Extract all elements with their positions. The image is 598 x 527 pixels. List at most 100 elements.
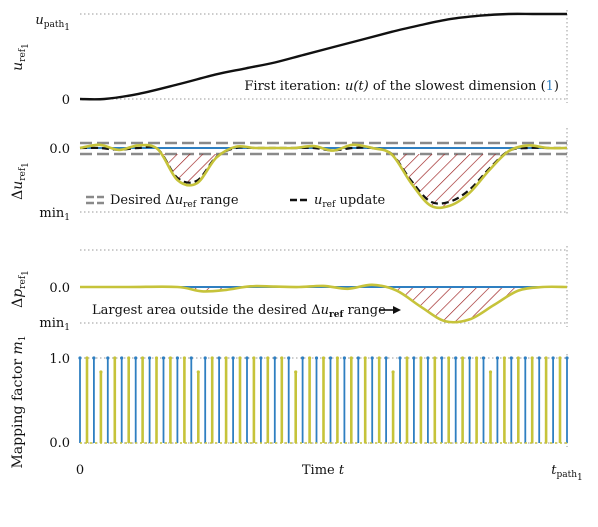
panel-4-ytick-top: 1.0	[49, 352, 70, 367]
panel-4-stem-marker	[217, 356, 221, 360]
panel-4-stem-marker	[405, 356, 409, 360]
panel-2-hatched-area-2	[391, 151, 509, 208]
panel-4-stem-marker	[530, 356, 534, 360]
panel-4-stem-marker	[168, 356, 172, 360]
panel-3-ytick-bottom: min1	[39, 316, 70, 333]
panel-4-ylabel: Mapping factor m1	[10, 335, 28, 468]
panel-4-stem-marker	[335, 356, 339, 360]
x-tick-zero: 0	[76, 463, 84, 478]
panel-4-stem-marker	[468, 356, 472, 360]
panel-4-stem-marker	[537, 356, 541, 360]
panel-4-stem-marker	[113, 356, 117, 360]
panel-4-stem-marker	[161, 356, 166, 360]
panel-4-stem-marker	[433, 356, 437, 360]
panel-4-stem-marker	[134, 356, 138, 360]
panel-3-ytick-top: 0.0	[49, 281, 70, 296]
panel-4-stem-marker	[495, 356, 499, 360]
panel-4-stem-marker	[203, 356, 207, 360]
panel-4-stem-marker	[224, 356, 228, 360]
panel-2-ylabel: Δuref1	[10, 162, 31, 200]
panel-4-stem-marker	[266, 356, 270, 360]
panel-1-annotation: First iteration: u(t) of the slowest dim…	[244, 79, 559, 94]
legend-uref-update-label: uref update	[314, 193, 385, 210]
legend-desired-range-label: Desired Δuref range	[110, 193, 239, 210]
panel-4-stem-marker	[461, 356, 465, 360]
panel-4-stem-marker	[363, 356, 367, 360]
panel-4-stem-marker	[426, 356, 430, 360]
panel-4-stem-marker	[509, 356, 513, 360]
panel-4-stem-marker	[384, 356, 388, 360]
panel-1-ytick-bottom: 0	[62, 93, 70, 108]
panel-4-stem-marker	[92, 356, 96, 360]
panel-4-stem-marker	[294, 370, 298, 374]
panel-4-stem-marker	[182, 356, 186, 360]
panel-3: 0.0 min1 Δpref1 Largest area outside the…	[10, 246, 568, 333]
panel-2-ytick-top: 0.0	[49, 142, 70, 157]
panel-4-stem-marker	[447, 356, 451, 360]
panel-4-stem-marker	[273, 356, 277, 360]
panel-3-hatched-area-2	[396, 287, 519, 323]
panel-4-stem-marker	[127, 356, 131, 360]
panel-4-stem-marker	[377, 356, 381, 360]
panel-4-stem-marker	[238, 356, 242, 360]
panel-4-stem-marker	[280, 356, 284, 360]
panel-3-annotation-arrow	[380, 306, 401, 314]
legend-desired-range-swatch	[86, 195, 104, 205]
panel-4-stem-marker	[245, 356, 249, 360]
panel-4-stem-marker	[544, 356, 548, 360]
panel-1: upath1 0 uref1 First iteration: u(t) of …	[10, 10, 568, 108]
panel-4-stem-marker	[551, 356, 555, 360]
panel-4-stem-marker	[141, 356, 145, 360]
panel-4-stem-marker	[481, 356, 486, 360]
panel-4-stem-marker	[558, 356, 562, 360]
panel-4-stem-marker	[85, 356, 89, 360]
panel-1-ytick-top: upath1	[35, 13, 70, 33]
panel-4-stem-marker	[301, 356, 305, 360]
panel-4-stem-marker	[120, 356, 124, 360]
panel-2-legend: Desired Δuref range uref update	[86, 193, 385, 210]
x-tick-tpath: tpath1	[551, 463, 583, 483]
panel-4-ytick-bottom: 0.0	[49, 436, 70, 451]
panel-4-stem-marker	[419, 356, 423, 360]
panel-4-stem-marker	[342, 356, 346, 360]
panel-4-stem-marker	[308, 356, 312, 360]
panel-4-stem-marker	[502, 356, 506, 360]
x-axis-label: Time t	[302, 463, 345, 478]
panel-4-stem-marker	[349, 356, 353, 360]
panel-4-stem-marker	[99, 370, 103, 374]
panel-4-stem-marker	[175, 356, 179, 360]
panel-4-stem-marker	[328, 356, 333, 360]
panel-4-stem-marker	[78, 356, 82, 360]
panel-3-ylabel: Δpref1	[10, 270, 31, 308]
panel-4-stem-marker	[440, 356, 444, 360]
panel-4-stem-marker	[516, 356, 520, 360]
panel-1-ylabel: uref1	[10, 43, 31, 71]
panel-4-stem-marker	[321, 356, 326, 360]
panel-4-stem-marker	[565, 356, 569, 360]
panel-4-stem-marker	[314, 356, 319, 360]
panel-4-stem-marker	[231, 356, 235, 360]
panel-1-uref-line	[79, 12, 567, 101]
panel-3-annotation: Largest area outside the desired Δuref r…	[92, 303, 386, 320]
panel-4-stem-marker	[398, 356, 402, 360]
panel-4-stem-marker	[370, 356, 374, 360]
panel-4-stem-marker	[287, 356, 291, 360]
panel-2-ytick-bottom: min1	[39, 206, 70, 223]
panel-4-stem-marker	[106, 356, 110, 360]
panel-4-stem-marker	[356, 356, 360, 360]
panel-4-stem-marker	[196, 370, 200, 374]
panel-4-stem-marker	[210, 356, 214, 360]
panel-4-stem-marker	[454, 356, 458, 360]
panel-4-stem-marker	[154, 356, 159, 360]
panel-4-stem-marker	[391, 370, 395, 374]
panel-4-stem-marker	[252, 356, 256, 360]
panel-3-delta-pref-line	[80, 283, 568, 324]
panel-2-delta-uref-line	[79, 143, 568, 210]
panel-4: 1.0 0.0 Mapping factor m1 0 tpath1 Time …	[10, 335, 583, 483]
panel-4-stem-marker	[412, 356, 416, 360]
panel-4-stem-marker	[475, 356, 479, 360]
panel-4-stem-marker	[189, 356, 193, 360]
panel-4-stem-marker	[488, 370, 493, 374]
panel-4-stem-marker	[148, 356, 152, 360]
